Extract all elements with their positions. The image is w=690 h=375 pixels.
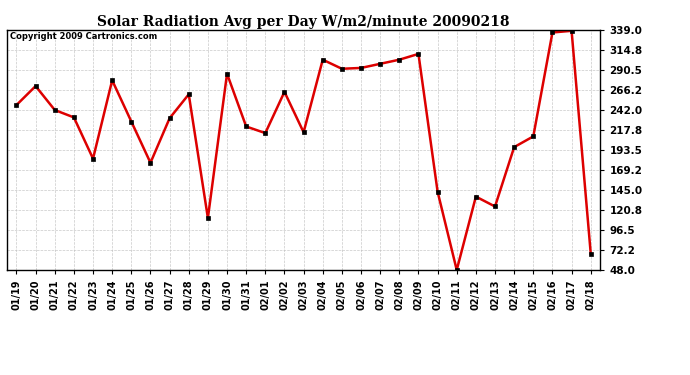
Text: Copyright 2009 Cartronics.com: Copyright 2009 Cartronics.com — [10, 32, 157, 41]
Title: Solar Radiation Avg per Day W/m2/minute 20090218: Solar Radiation Avg per Day W/m2/minute … — [97, 15, 510, 29]
